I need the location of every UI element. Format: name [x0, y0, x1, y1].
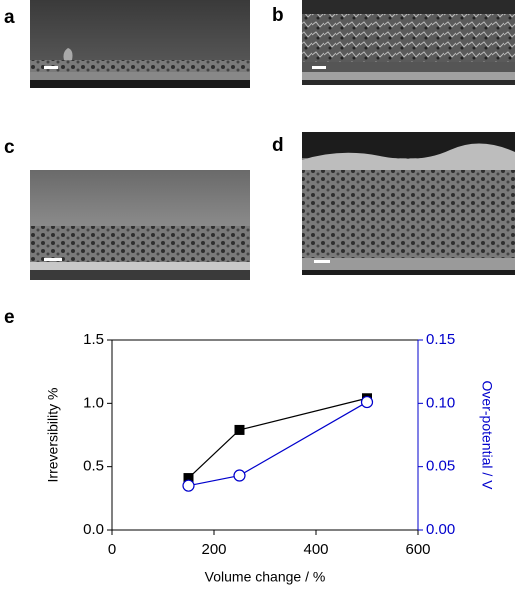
- sem-image-b: [302, 0, 515, 85]
- panel-label: b: [272, 5, 284, 26]
- y2-axis-label: Over-potential / V: [479, 381, 495, 491]
- marker: [182, 479, 195, 492]
- panel-label: a: [4, 7, 15, 28]
- sem-image-c: [30, 170, 250, 280]
- y2-tick-label: 0.00: [426, 521, 455, 538]
- marker: [360, 395, 374, 409]
- series-line: [188, 401, 368, 487]
- y2-tick-label: 0.10: [426, 394, 455, 411]
- sem-image-d: [302, 132, 515, 275]
- y2-tick-label: 0.05: [426, 458, 455, 475]
- y2-tick-label: 0.15: [426, 331, 455, 348]
- y-tick-label: 1.0: [83, 394, 104, 411]
- panel-label: e: [4, 307, 15, 328]
- x-tick-label: 0: [108, 541, 116, 558]
- y-tick-label: 1.5: [83, 331, 104, 348]
- marker: [233, 469, 246, 482]
- x-tick-label: 200: [201, 541, 226, 558]
- x-axis-label: Volume change / %: [205, 569, 326, 585]
- y-tick-label: 0.5: [83, 458, 104, 475]
- marker: [234, 424, 245, 435]
- panel-label: d: [272, 135, 284, 156]
- panel-label: c: [4, 137, 15, 158]
- marker: [183, 473, 194, 484]
- x-tick-label: 600: [405, 541, 430, 558]
- series-line: [188, 397, 368, 479]
- y-axis-label: Irreversibility %: [45, 388, 61, 483]
- x-tick-label: 400: [303, 541, 328, 558]
- sem-image-a: [30, 0, 250, 88]
- y-tick-label: 0.0: [83, 521, 104, 538]
